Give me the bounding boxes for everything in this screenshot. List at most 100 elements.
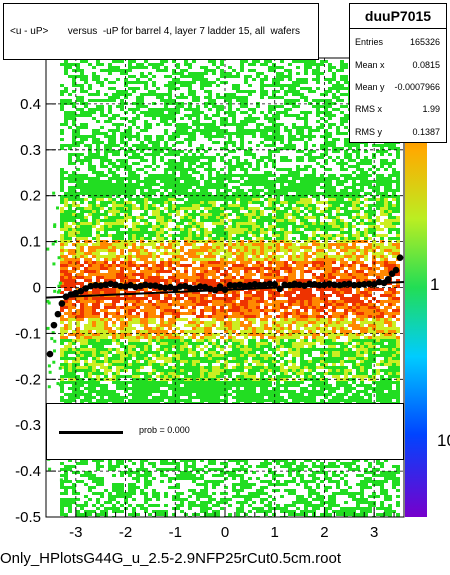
x-tick-label: 2 bbox=[320, 524, 328, 541]
x-tick-label: 3 bbox=[370, 524, 378, 541]
profile-point bbox=[384, 275, 392, 283]
profile-point bbox=[236, 281, 244, 289]
profile-point bbox=[54, 310, 62, 318]
profile-point bbox=[326, 280, 333, 288]
profile-point bbox=[336, 281, 343, 289]
profile-point bbox=[375, 278, 383, 286]
profile-point bbox=[331, 281, 338, 289]
stats-key: RMS x bbox=[355, 104, 382, 114]
profile-point bbox=[181, 282, 189, 290]
profile-point bbox=[162, 284, 169, 292]
profile-point bbox=[46, 350, 54, 358]
profile-point bbox=[276, 285, 283, 293]
profile-point bbox=[62, 293, 70, 300]
stats-value: 165326 bbox=[409, 37, 440, 47]
profile-point bbox=[196, 283, 204, 290]
stats-value: 0.0815 bbox=[412, 60, 440, 70]
x-tick-label: -1 bbox=[169, 524, 182, 541]
profile-point bbox=[261, 281, 269, 289]
y-tick-label: 0.2 bbox=[20, 188, 41, 205]
stats-row-mean-x: Mean x 0.0815 bbox=[355, 55, 440, 75]
stats-value: -0.0007966 bbox=[394, 82, 440, 92]
y-tick-label: 0 bbox=[33, 280, 41, 297]
density-heatmap bbox=[46, 60, 400, 517]
y-tick-label: 0.4 bbox=[20, 96, 41, 113]
profile-point bbox=[231, 282, 239, 289]
profile-point bbox=[186, 284, 194, 292]
profile-point bbox=[72, 289, 80, 297]
axes: -3 -2 -1 0 1 2 3 0.4 0.3 0.2 0.1 0 -0.1 -0.2 -0.3 -0.4 -… bbox=[15, 96, 395, 541]
y-tick-label: -0.2 bbox=[15, 371, 41, 388]
color-scale-bar bbox=[405, 58, 427, 517]
profile-point bbox=[157, 283, 164, 291]
profile-point bbox=[201, 283, 209, 291]
profile-point bbox=[296, 281, 303, 289]
profile-point bbox=[117, 282, 124, 290]
profile-point bbox=[216, 283, 224, 290]
stats-value: 1.99 bbox=[422, 104, 440, 114]
stats-key: RMS y bbox=[355, 127, 382, 137]
z-tick-label-mid: 1 bbox=[430, 275, 439, 294]
stats-key: Entries bbox=[355, 37, 384, 47]
profile-point bbox=[286, 281, 293, 289]
y-tick-label: -0.4 bbox=[15, 463, 41, 480]
profile-point bbox=[171, 285, 179, 293]
profile-point bbox=[221, 286, 229, 294]
stats-row-rms-y: RMS y 0.1387 bbox=[355, 122, 440, 142]
profile-point bbox=[152, 282, 159, 289]
profile-point bbox=[306, 280, 313, 288]
profile-points bbox=[46, 254, 404, 358]
stats-box: duuP7015 Entries 165326 Mean x 0.0815 Me… bbox=[349, 3, 447, 143]
profile-point bbox=[87, 282, 95, 290]
profile-point bbox=[266, 280, 274, 288]
profile-point bbox=[346, 280, 353, 288]
profile-point bbox=[82, 285, 90, 292]
y-tick-label: -0.1 bbox=[15, 325, 41, 342]
profile-point bbox=[341, 280, 348, 288]
title-box: <u - uP> versus -uP for barrel 4, layer … bbox=[3, 3, 319, 60]
profile-point bbox=[50, 321, 58, 329]
profile-point bbox=[58, 300, 66, 307]
profile-point bbox=[271, 280, 279, 288]
profile-point bbox=[370, 280, 378, 288]
profile-point bbox=[241, 282, 249, 290]
y-tick-label: 0.1 bbox=[20, 234, 41, 251]
profile-point bbox=[256, 281, 264, 289]
profile-point bbox=[206, 285, 214, 293]
profile-point bbox=[226, 281, 234, 289]
profile-point bbox=[365, 280, 373, 288]
profile-point bbox=[142, 281, 149, 289]
x-tick-label: -3 bbox=[69, 524, 82, 541]
chart-title: <u - uP> versus -uP for barrel 4, layer … bbox=[10, 26, 300, 37]
profile-point bbox=[107, 280, 114, 288]
profile-point bbox=[167, 283, 174, 291]
profile-point bbox=[92, 281, 100, 289]
stats-row-mean-y: Mean y -0.0007966 bbox=[355, 77, 440, 97]
legend-label: prob = 0.000 bbox=[139, 425, 190, 435]
stats-value: 0.1387 bbox=[412, 127, 440, 137]
legend-box: prob = 0.000 bbox=[46, 403, 404, 460]
profile-point bbox=[316, 281, 323, 289]
y-tick-label: -0.5 bbox=[15, 509, 41, 526]
y-tick-label: 0.3 bbox=[20, 142, 41, 159]
profile-point bbox=[246, 281, 254, 289]
x-tick-label: 0 bbox=[221, 524, 229, 541]
profile-point bbox=[67, 291, 75, 298]
profile-point bbox=[176, 283, 184, 290]
z-tick-label-bottom: 10 bbox=[437, 431, 450, 450]
profile-point bbox=[350, 281, 358, 289]
profile-point bbox=[122, 283, 129, 290]
x-tick-label: 1 bbox=[271, 524, 279, 541]
profile-point bbox=[137, 282, 144, 290]
stats-key: Mean y bbox=[355, 82, 385, 92]
profile-point bbox=[251, 280, 259, 288]
stats-row-rms-x: RMS x 1.99 bbox=[355, 99, 440, 119]
profile-point bbox=[321, 281, 328, 289]
legend-line-swatch bbox=[59, 431, 123, 434]
profile-point bbox=[311, 280, 318, 288]
x-tick-label: -2 bbox=[119, 524, 132, 541]
profile-point bbox=[97, 282, 104, 289]
profile-point bbox=[281, 281, 288, 289]
profile-point bbox=[392, 266, 400, 274]
profile-point bbox=[147, 282, 154, 289]
